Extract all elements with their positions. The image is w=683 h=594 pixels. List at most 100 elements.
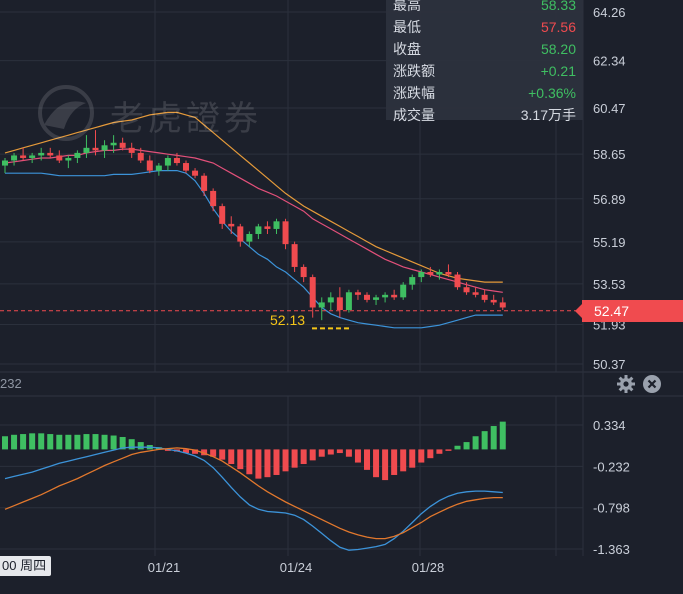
info-value: 58.33 [540,0,576,13]
candle-body [173,157,180,164]
macd-histogram-bar [192,449,199,454]
candle-body [291,244,298,267]
macd-histogram-bar [318,449,325,457]
macd-y-tick-label: -1.363 [593,542,630,557]
candle-body [192,170,199,176]
candle-body [137,152,144,161]
x-tick-label: 01/28 [412,560,445,575]
macd-histogram-bar [2,436,8,450]
gear-icon[interactable] [616,374,636,394]
candle-body [454,274,461,288]
macd-histogram-bar [490,426,497,450]
candle [47,147,54,158]
info-row: 最低 57.56 [393,16,576,38]
candle-body [400,284,407,298]
candle [11,152,18,166]
candle [119,137,126,151]
candle [65,155,72,169]
candle [309,274,316,318]
candle-body [38,152,45,156]
macd-histogram-bar [499,421,506,450]
candle [327,292,334,311]
candle-body [345,292,352,311]
candle [92,130,99,156]
macd-histogram-bar [74,434,81,450]
close-icon[interactable] [642,374,662,394]
candle [454,272,461,290]
candle [101,140,108,158]
macd-histogram-bar [101,434,108,450]
macd-histogram-bar [309,449,316,461]
macd-dea-line [4,447,503,540]
candle-body [391,294,398,298]
macd-histogram-bar [228,449,235,465]
info-label: 收盘 [393,41,421,57]
candle [400,282,407,300]
macd-histogram-bar [472,436,479,450]
candle [354,289,361,300]
info-value: +0.21 [540,63,576,79]
macd-histogram-bar [47,434,54,450]
candle-body [74,152,81,158]
macd-histogram-bar [300,449,307,465]
candle [364,292,370,303]
info-label: 最高 [393,0,421,13]
candle-body [155,165,162,171]
low-price-marker: 52.13 [270,312,306,328]
info-row: 成交量 3.17万手 [393,104,576,126]
macd-histogram-bar [20,434,27,450]
candle [173,152,180,166]
macd-histogram-bar [273,449,280,475]
bollinger-lower-line [5,170,503,329]
macd-histogram-bar [137,442,144,450]
candle-body [92,147,99,151]
macd-histogram-bar [264,449,271,478]
tiger-logo-icon [38,85,94,141]
info-row: 涨跌幅 +0.36% [393,82,576,104]
info-value: +0.36% [528,85,576,101]
macd-histogram-bar [201,449,208,456]
candle-body [11,155,18,161]
candle-body [318,302,325,308]
candle [490,294,497,305]
candle [409,274,416,290]
macd-histogram-bar [373,449,380,478]
macd-histogram-bar [282,449,289,472]
candle-body [210,190,217,207]
candle-body [119,142,126,148]
candle-body [183,163,189,171]
info-row: 最高 58.33 [393,0,576,16]
candle-body [255,226,262,234]
watermark-text: 老虎證券 [110,100,262,138]
candle-body [427,272,434,275]
candle [228,216,235,234]
candle-body [164,157,171,166]
candle-body [364,294,370,300]
macd-histogram-bar [327,449,334,455]
info-value: 57.56 [540,19,576,35]
x-tick-label: 01/21 [148,560,181,575]
candle-body [20,155,27,158]
candle-body [463,287,470,293]
macd-histogram-bar [436,449,443,454]
candle-body [336,297,343,311]
y-tick-label: 58.65 [593,147,626,162]
macd-histogram-bar [38,433,45,450]
candle [192,168,199,179]
macd-histogram-bar [354,449,361,463]
candle-body [83,147,90,153]
candle-body [110,142,117,146]
candle-body [128,147,135,153]
candle-body [309,277,316,308]
candle-body [273,221,280,229]
candle [183,160,189,174]
info-label: 最低 [393,19,421,35]
y-axis: 64.2662.3460.4758.6556.8955.1953.5351.93… [593,5,630,557]
candle [56,150,63,164]
macd-histogram-bar [445,449,452,451]
candle-body [382,294,389,298]
candle [436,269,443,280]
info-value: 3.17万手 [520,107,576,123]
y-tick-label: 55.19 [593,235,626,250]
